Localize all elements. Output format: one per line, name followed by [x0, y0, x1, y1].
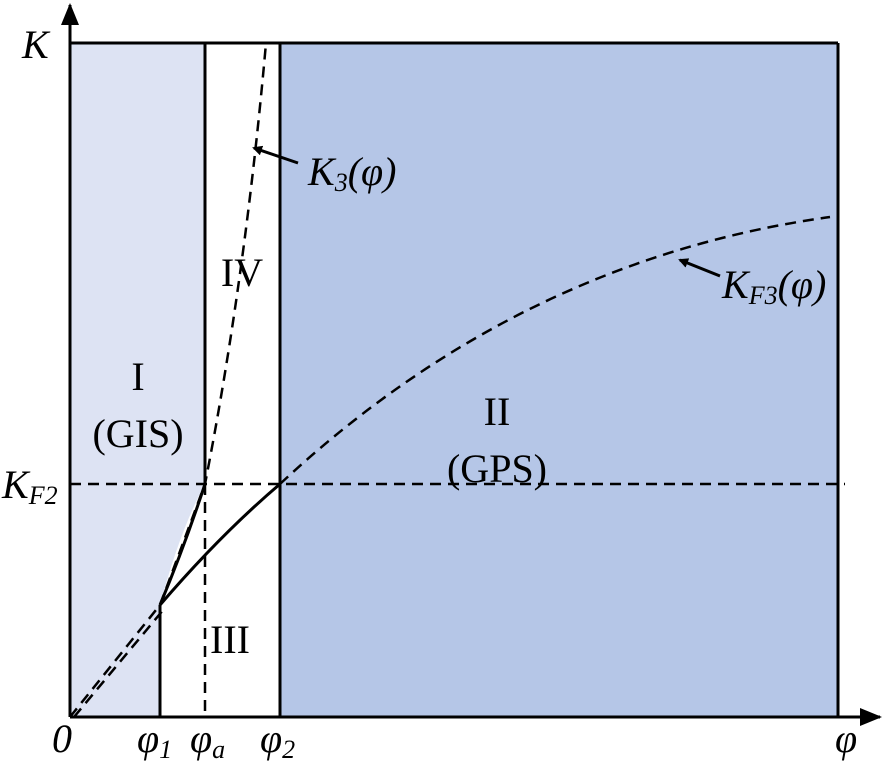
- region-label: III: [210, 617, 250, 662]
- region-label: IV: [221, 250, 263, 295]
- x-tick-label: φa: [190, 716, 225, 761]
- y-tick-label: KF2: [1, 462, 58, 510]
- curve-label: KF3(φ): [721, 262, 826, 310]
- origin-label: 0: [52, 716, 72, 761]
- y-axis-label: K: [21, 22, 51, 67]
- x-tick-label: φ2: [260, 716, 295, 761]
- curve-label: K3(φ): [307, 149, 396, 197]
- kf3-pointer: [678, 258, 721, 278]
- k3-pointer: [252, 145, 299, 165]
- boundary-curve: [158, 482, 281, 606]
- dashed-line: [69, 604, 161, 718]
- dashed-line: [73, 608, 165, 718]
- k3-curve: [158, 42, 268, 606]
- region-name: (GPS): [447, 446, 547, 491]
- region-i-fill: [70, 43, 205, 717]
- kf3-curve: [279, 215, 831, 485]
- x-tick-label: φ1: [137, 716, 172, 761]
- x-axis-label: φ: [835, 716, 857, 761]
- region-label: I: [131, 354, 144, 399]
- region-ii-fill: [280, 43, 838, 717]
- region-name: (GIS): [92, 411, 183, 456]
- region-label: II: [484, 389, 511, 434]
